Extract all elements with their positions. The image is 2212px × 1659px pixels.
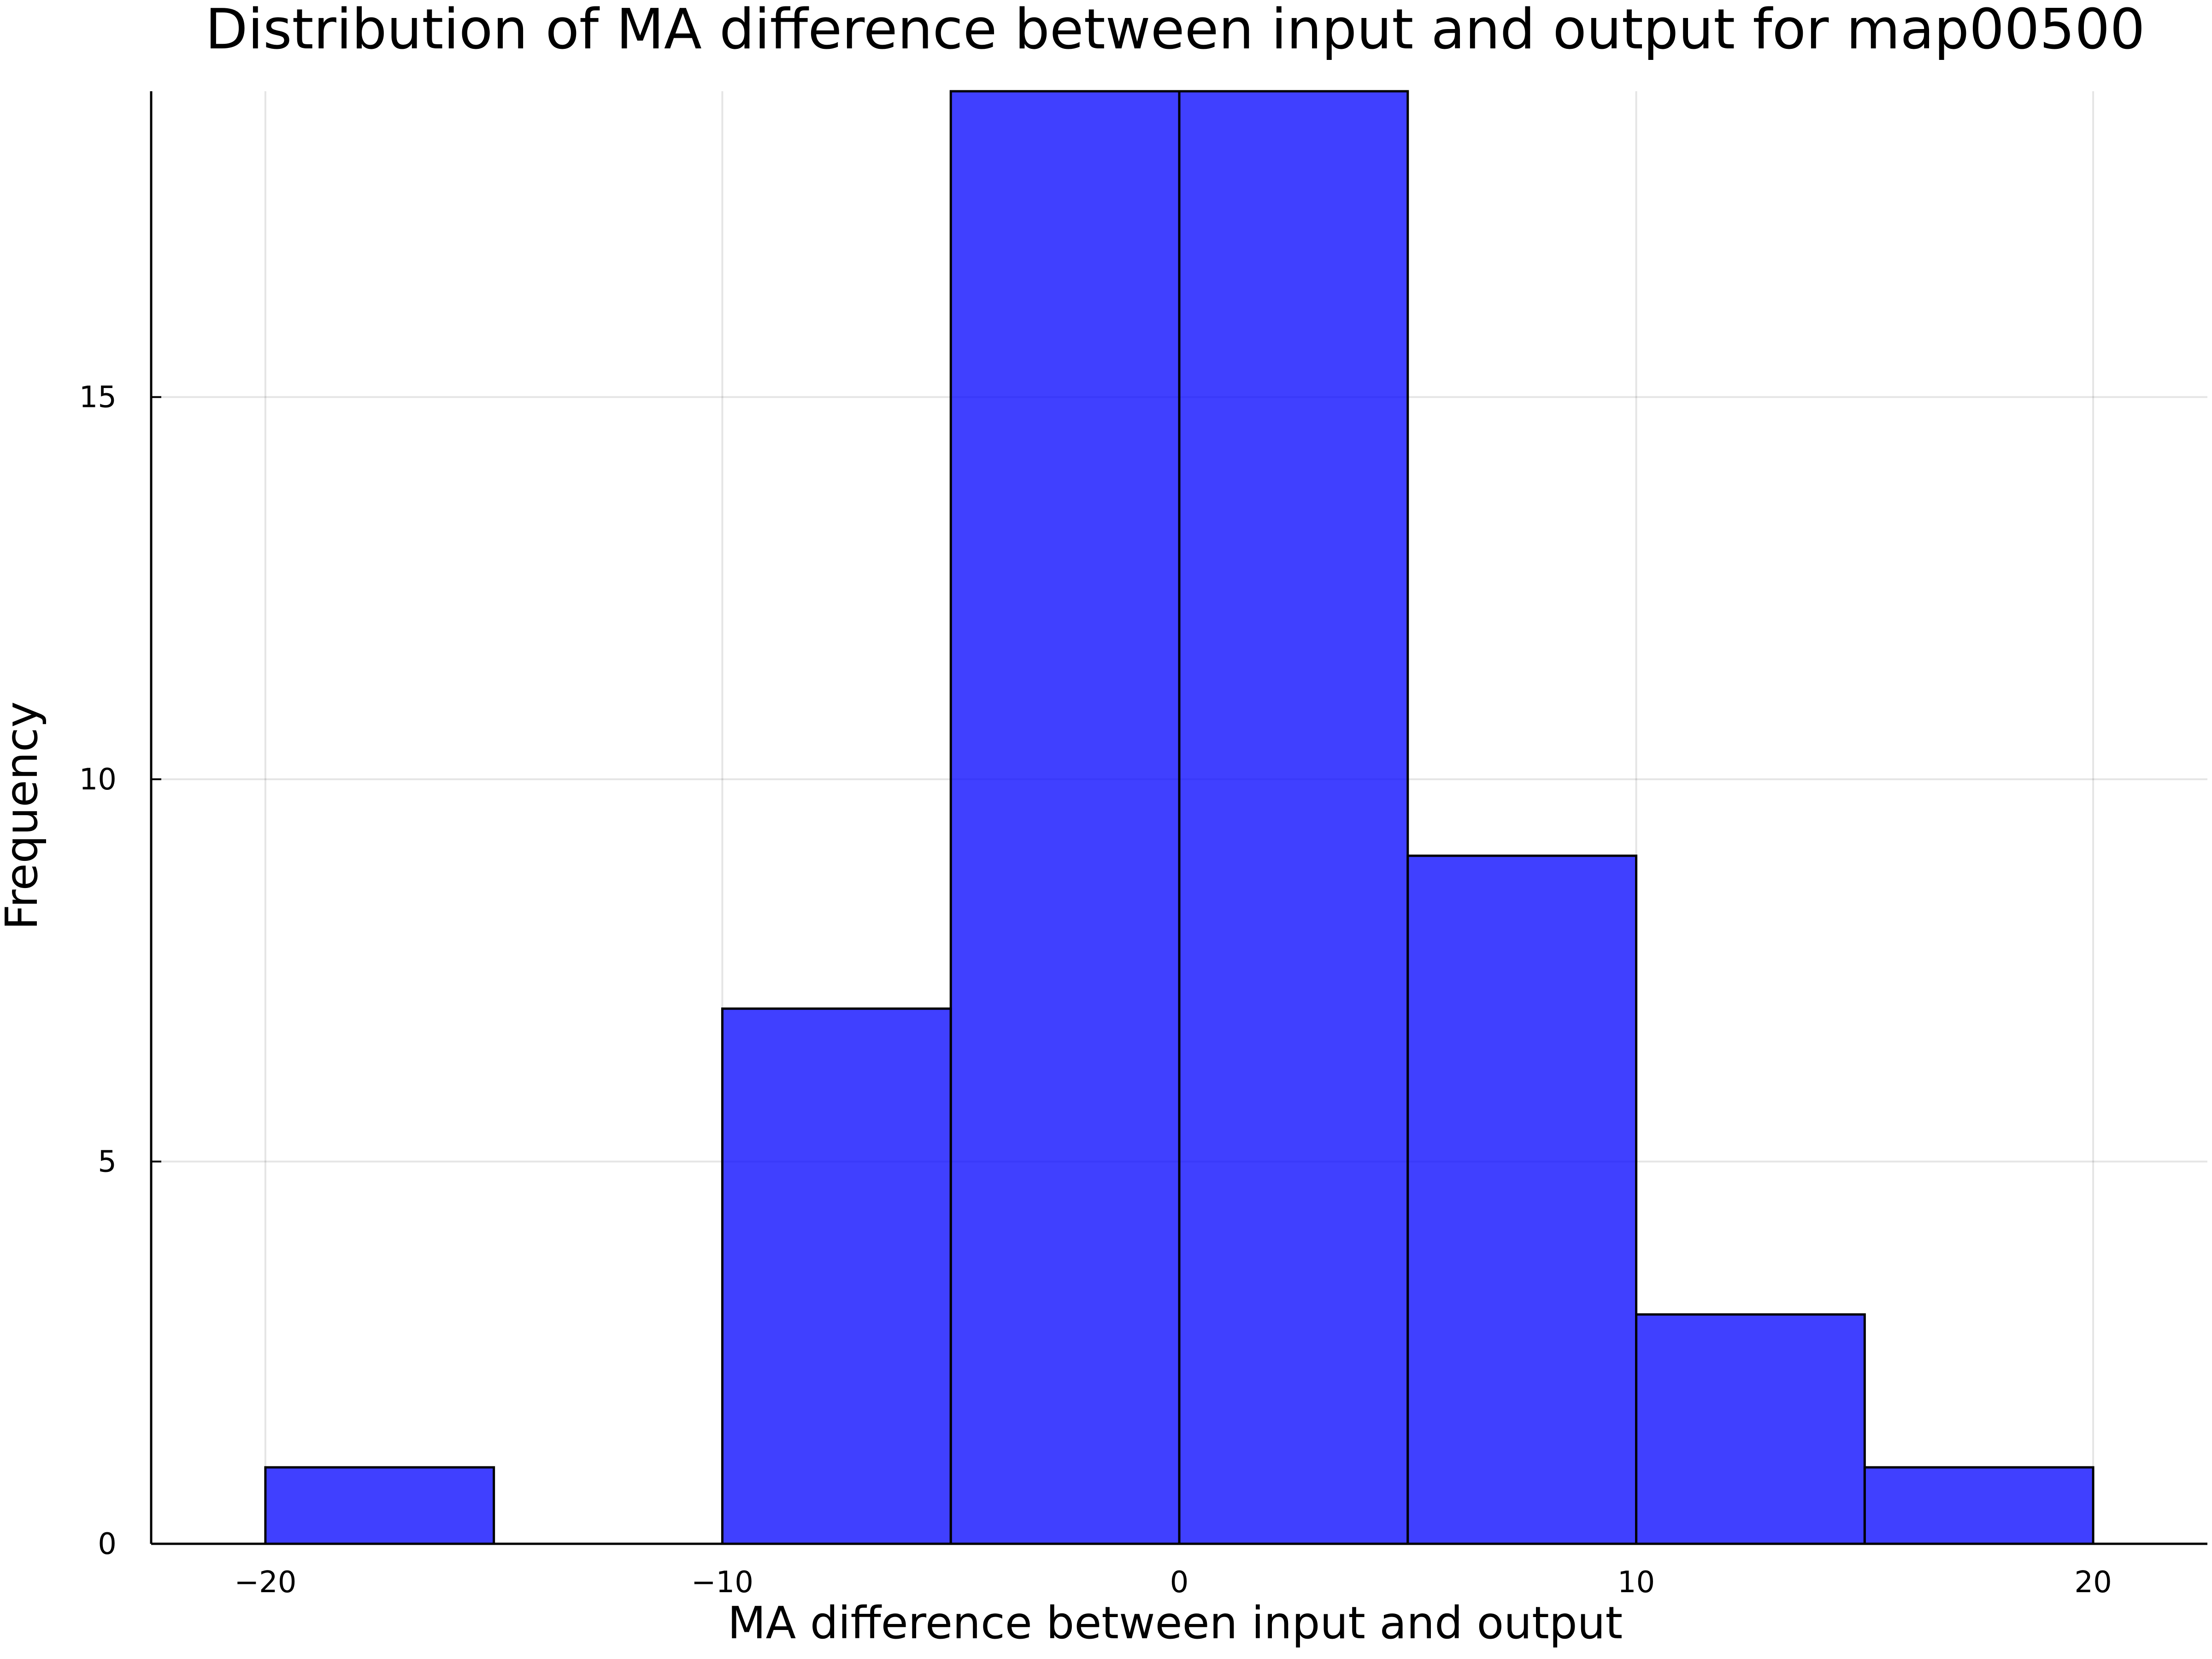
y-tick-label: 10 — [79, 763, 117, 797]
x-tick-label: 10 — [1618, 1565, 1655, 1600]
x-tick-label: 20 — [2074, 1565, 2112, 1600]
chart-title: Distribution of MA difference between in… — [205, 0, 2145, 62]
histogram-bar-6 — [1635, 1313, 1866, 1545]
histogram-bar-5 — [1406, 854, 1638, 1545]
histogram-bar-0 — [264, 1466, 495, 1545]
x-tick-label: 0 — [1170, 1565, 1189, 1600]
y-tick-label: 15 — [79, 381, 117, 415]
x-tick-label: −20 — [234, 1565, 296, 1600]
histogram-bar-3 — [949, 90, 1181, 1545]
histogram-bar-4 — [1178, 90, 1409, 1545]
histogram-bar-2 — [721, 1007, 952, 1545]
y-tick-label: 0 — [98, 1527, 117, 1561]
y-tick-label: 5 — [98, 1145, 117, 1179]
y-axis-label: Frequency — [0, 701, 47, 930]
x-axis-label: MA difference between input and output — [728, 1597, 1623, 1649]
histogram-bar-7 — [1863, 1466, 2094, 1545]
histogram-bars — [264, 90, 2094, 1545]
ticks: −20 −10 0 10 20 0 5 10 15 — [79, 381, 2112, 1600]
x-tick-label: −10 — [691, 1565, 753, 1600]
